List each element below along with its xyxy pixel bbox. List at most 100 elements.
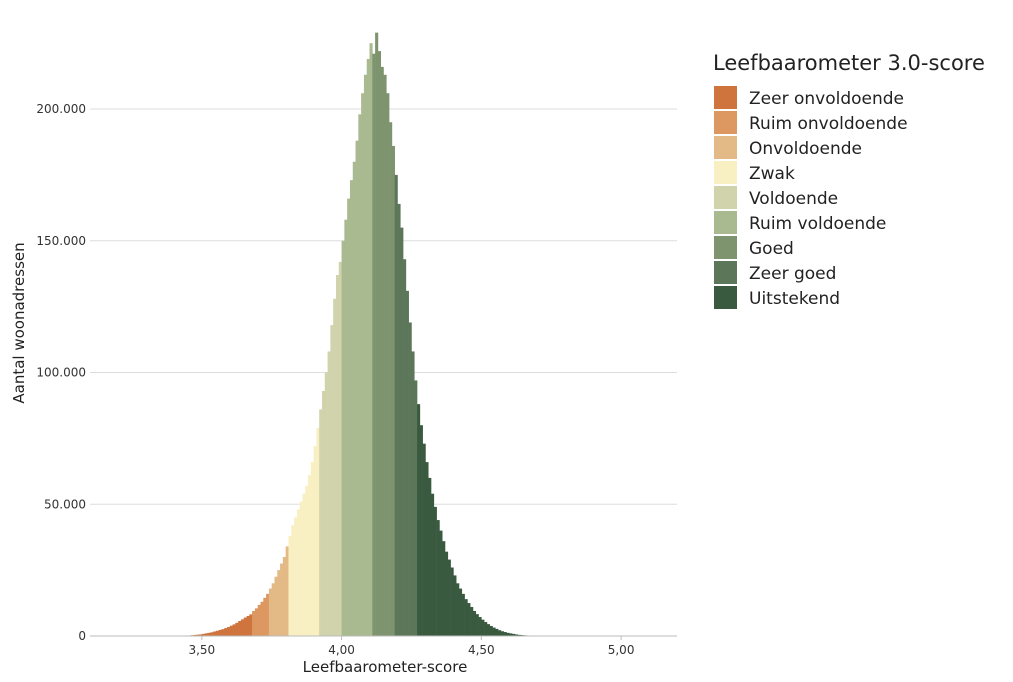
histogram-bar [294, 517, 297, 636]
histogram-bar [286, 546, 289, 636]
histogram-bar [269, 589, 272, 636]
histogram-bar [493, 628, 496, 636]
histogram-bar [314, 446, 317, 636]
histogram-bar [448, 560, 451, 636]
histogram-bar [375, 33, 378, 636]
histogram-bar [462, 594, 465, 636]
histogram-bar [247, 616, 250, 636]
histogram-bar [274, 577, 277, 636]
histogram-bar [325, 373, 328, 636]
histogram-bar [403, 259, 406, 636]
legend-label: Uitstekend [749, 289, 840, 309]
histogram-bar [308, 475, 311, 636]
histogram-bar [219, 630, 222, 636]
histogram-bar [495, 629, 498, 636]
histogram-bar [227, 627, 230, 636]
histogram-bar [328, 351, 331, 636]
histogram-bar [459, 589, 462, 636]
histogram-bar [453, 575, 456, 636]
histogram-bar [420, 425, 423, 636]
histogram-bar [280, 564, 283, 636]
histogram-bar [297, 510, 300, 636]
histogram-bar [235, 623, 238, 636]
y-axis-title: Aantal woonadressen [10, 242, 28, 403]
legend-swatch [714, 261, 737, 284]
legend-swatch [714, 211, 737, 234]
histogram-bar [439, 531, 442, 636]
y-tick-label: 200.000 [36, 102, 86, 116]
histogram-bar [300, 502, 303, 636]
histogram-bar [473, 611, 476, 636]
legend-swatch [714, 111, 737, 134]
histogram-bar [353, 162, 356, 636]
histogram-bar [378, 51, 381, 636]
histogram-bar [437, 520, 440, 636]
histogram-bar [392, 146, 395, 636]
legend-title: Leefbaarometer 3.0-score [713, 51, 985, 75]
histogram-bar [465, 599, 468, 636]
histogram-bar [381, 67, 384, 636]
histogram-bar [501, 631, 504, 636]
histogram-bar [467, 603, 470, 636]
histogram-bar [476, 614, 479, 636]
legend-label: Zeer goed [749, 264, 836, 284]
histogram-bar [333, 299, 336, 636]
histogram-bar [442, 541, 445, 636]
histogram-bar [358, 114, 361, 636]
histogram-bar [356, 141, 359, 636]
histogram-bar [434, 507, 437, 636]
histogram-bar [230, 626, 233, 636]
histogram-bar [213, 632, 216, 636]
histogram-bar [249, 614, 252, 636]
histogram-bar [344, 220, 347, 636]
histogram-bar [261, 602, 264, 636]
histogram-bar [342, 241, 345, 636]
histogram-bar [417, 404, 420, 636]
y-tick-label: 100.000 [36, 366, 86, 380]
histogram-bar [347, 199, 350, 636]
histogram-bar [244, 618, 247, 636]
histogram-bar [487, 624, 490, 636]
histogram-bar [364, 75, 367, 636]
histogram-bar [431, 494, 434, 636]
histogram-bar [302, 494, 305, 636]
histogram-bar [484, 622, 487, 636]
x-axis-title: Leefbaarometer-score [303, 658, 468, 676]
legend-swatch [714, 86, 737, 109]
histogram-bar [272, 583, 275, 636]
histogram-bar [428, 478, 431, 636]
legend-swatch [714, 136, 737, 159]
histogram-bar [423, 444, 426, 636]
y-tick-label: 150.000 [36, 234, 86, 248]
legend-swatch [714, 186, 737, 209]
histogram-bar [316, 428, 319, 636]
histogram-bar [389, 122, 392, 636]
histogram-bar [291, 525, 294, 636]
histogram-bar [370, 43, 373, 636]
legend-label: Zwak [749, 164, 795, 184]
histogram-bar [322, 391, 325, 636]
histogram-bar [224, 628, 227, 636]
legend-swatch [714, 286, 737, 309]
histogram-bar [490, 626, 493, 636]
histogram-bar [395, 175, 398, 636]
legend-swatch [714, 161, 737, 184]
histogram-bar [350, 180, 353, 636]
x-tick-label: 4,50 [468, 643, 495, 657]
histogram-bar [367, 59, 370, 636]
histogram-bar [409, 322, 412, 636]
histogram-bar [258, 605, 261, 636]
y-tick-label: 50.000 [44, 497, 86, 511]
x-tick-label: 5,00 [608, 643, 635, 657]
histogram-bar [283, 557, 286, 636]
histogram-bar [479, 617, 482, 636]
histogram-bar [372, 54, 375, 636]
histogram-bar [305, 486, 308, 636]
histogram-bar [384, 75, 387, 636]
histogram-bar [252, 611, 255, 636]
